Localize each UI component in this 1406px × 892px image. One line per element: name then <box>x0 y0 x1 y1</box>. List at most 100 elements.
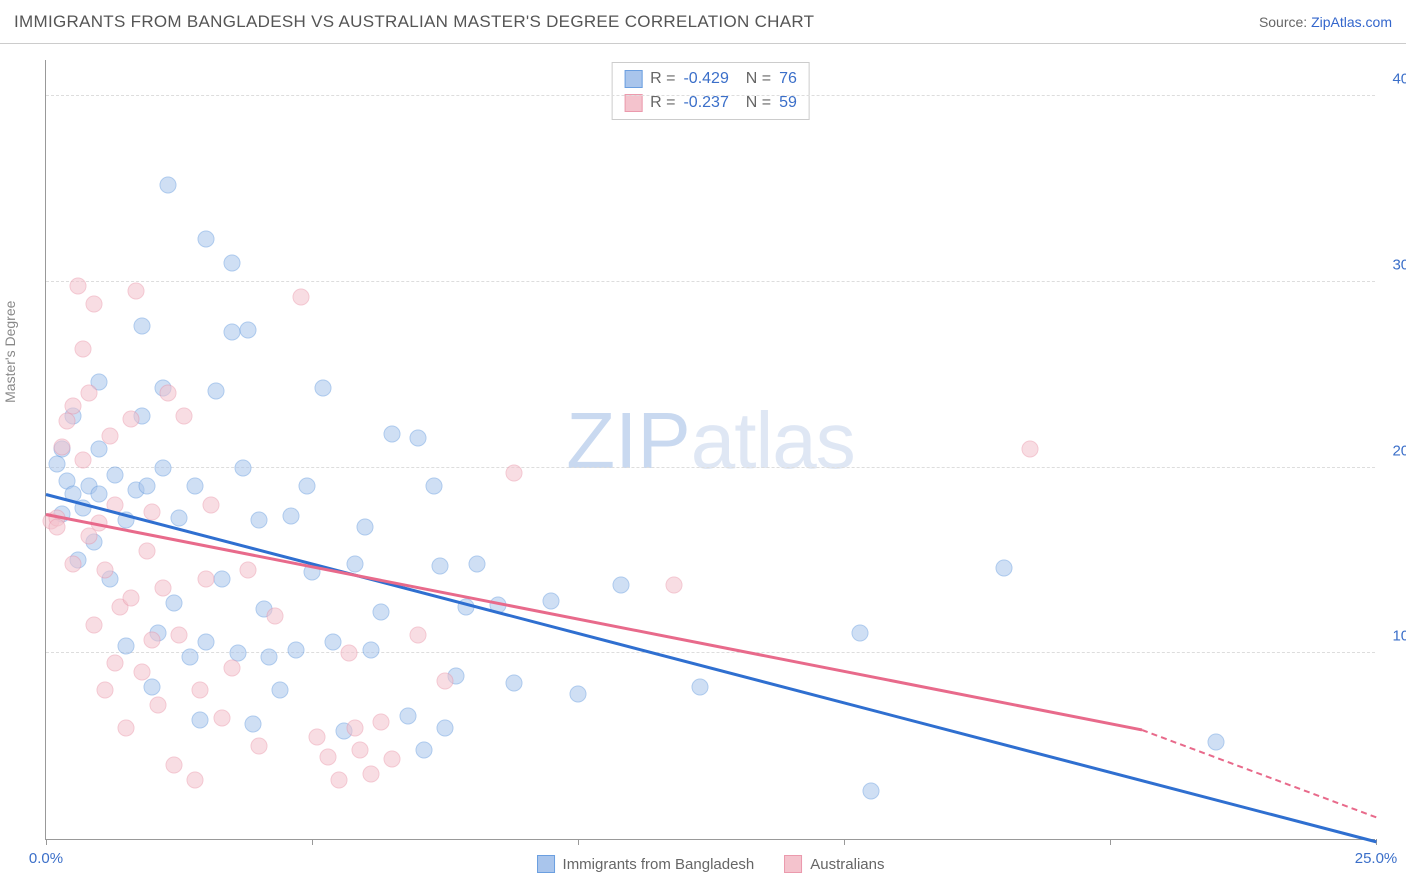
data-point <box>192 712 209 729</box>
data-point <box>506 465 523 482</box>
data-point <box>181 649 198 666</box>
data-point <box>139 543 156 560</box>
data-point <box>543 593 560 610</box>
data-point <box>1208 734 1225 751</box>
legend-swatch <box>784 855 802 873</box>
data-point <box>171 509 188 526</box>
data-point <box>692 678 709 695</box>
data-point <box>64 556 81 573</box>
data-point <box>192 682 209 699</box>
chart-title: IMMIGRANTS FROM BANGLADESH VS AUSTRALIAN… <box>14 12 814 32</box>
data-point <box>1022 441 1039 458</box>
data-point <box>357 519 374 536</box>
source-link[interactable]: ZipAtlas.com <box>1311 14 1392 30</box>
plot-area: ZIPatlas R = -0.429 N = 76R = -0.237 N =… <box>45 60 1375 840</box>
legend-n-label: N = <box>737 67 771 91</box>
data-point <box>468 556 485 573</box>
x-tick <box>844 839 845 845</box>
legend-swatch <box>624 70 642 88</box>
legend-n-value: 76 <box>779 67 797 91</box>
data-point <box>362 766 379 783</box>
watermark-light: atlas <box>691 395 855 484</box>
data-point <box>69 277 86 294</box>
data-point <box>261 649 278 666</box>
data-point <box>59 413 76 430</box>
data-point <box>117 719 134 736</box>
data-point <box>139 478 156 495</box>
data-point <box>186 478 203 495</box>
data-point <box>101 428 118 445</box>
x-tick-label: 0.0% <box>29 850 63 867</box>
data-point <box>250 511 267 528</box>
header-bar: IMMIGRANTS FROM BANGLADESH VS AUSTRALIAN… <box>0 0 1406 44</box>
data-point <box>665 576 682 593</box>
data-point <box>399 708 416 725</box>
data-point <box>123 411 140 428</box>
watermark: ZIPatlas <box>566 394 854 486</box>
data-point <box>117 637 134 654</box>
series-legend-item: Immigrants from Bangladesh <box>537 855 755 873</box>
data-point <box>362 641 379 658</box>
data-point <box>862 782 879 799</box>
data-point <box>197 634 214 651</box>
trend-line <box>46 493 1377 843</box>
data-point <box>48 455 65 472</box>
data-point <box>165 756 182 773</box>
data-point <box>410 429 427 446</box>
data-point <box>107 654 124 671</box>
data-point <box>240 561 257 578</box>
data-point <box>53 439 70 456</box>
data-point <box>325 634 342 651</box>
data-point <box>288 641 305 658</box>
data-point <box>144 632 161 649</box>
data-point <box>383 751 400 768</box>
y-tick-label: 40.0% <box>1392 71 1406 88</box>
gridline <box>46 95 1375 96</box>
data-point <box>373 604 390 621</box>
data-point <box>133 318 150 335</box>
trend-line <box>46 513 1142 731</box>
data-point <box>410 626 427 643</box>
data-point <box>314 379 331 396</box>
data-point <box>208 383 225 400</box>
data-point <box>224 660 241 677</box>
data-point <box>245 715 262 732</box>
data-point <box>123 589 140 606</box>
data-point <box>160 385 177 402</box>
legend-r-label: R = <box>650 67 675 91</box>
data-point <box>309 728 326 745</box>
data-point <box>431 558 448 575</box>
data-point <box>186 771 203 788</box>
data-point <box>250 738 267 755</box>
data-point <box>319 749 336 766</box>
x-tick <box>578 839 579 845</box>
data-point <box>85 617 102 634</box>
data-point <box>272 682 289 699</box>
chart-container: IMMIGRANTS FROM BANGLADESH VS AUSTRALIAN… <box>0 0 1406 892</box>
data-point <box>341 645 358 662</box>
data-point <box>426 478 443 495</box>
x-tick <box>312 839 313 845</box>
data-point <box>133 663 150 680</box>
data-point <box>851 624 868 641</box>
data-point <box>330 771 347 788</box>
x-tick-label: 25.0% <box>1355 850 1398 867</box>
x-tick <box>46 839 47 845</box>
data-point <box>437 719 454 736</box>
watermark-bold: ZIP <box>566 395 690 484</box>
source-prefix: Source: <box>1259 14 1311 30</box>
correlation-legend: R = -0.429 N = 76R = -0.237 N = 59 <box>611 62 810 120</box>
data-point <box>197 571 214 588</box>
data-point <box>171 626 188 643</box>
data-point <box>995 559 1012 576</box>
y-tick-label: 20.0% <box>1392 442 1406 459</box>
series-legend: Immigrants from BangladeshAustralians <box>537 855 885 873</box>
data-point <box>91 485 108 502</box>
gridline <box>46 281 1375 282</box>
trend-line <box>1142 729 1377 818</box>
data-point <box>85 296 102 313</box>
data-point <box>224 324 241 341</box>
data-point <box>144 678 161 695</box>
data-point <box>202 496 219 513</box>
data-point <box>298 478 315 495</box>
